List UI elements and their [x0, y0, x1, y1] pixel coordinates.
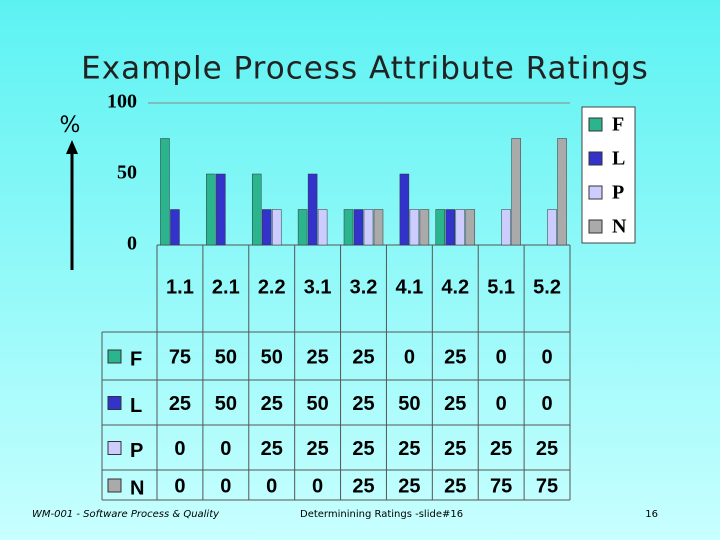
table-value: 50	[398, 393, 420, 415]
row-label: L	[130, 395, 142, 417]
table-value: 0	[266, 475, 277, 497]
table-value: 50	[306, 393, 328, 415]
table-value: 25	[306, 438, 328, 460]
table-value: 25	[261, 438, 283, 460]
table-value: 0	[220, 438, 231, 460]
legend-label: P	[612, 182, 624, 204]
bar	[160, 138, 170, 246]
bar	[261, 209, 272, 246]
x-tick-label: 3.1	[304, 276, 332, 298]
table-value: 0	[174, 438, 185, 460]
x-tick-label: 1.1	[166, 276, 194, 298]
row-swatch	[107, 441, 122, 455]
legend-label: L	[612, 148, 625, 170]
slide-title: Example Process Attribute Ratings	[81, 51, 649, 87]
table-value: 25	[306, 346, 328, 368]
table-value: 0	[496, 346, 507, 368]
table-value: 25	[398, 475, 420, 497]
table-value: 25	[261, 393, 283, 415]
row-swatch	[107, 349, 122, 364]
bar	[409, 209, 420, 246]
table-value: 0	[496, 393, 507, 415]
table-value: 0	[312, 475, 323, 497]
bar	[170, 209, 180, 246]
footer-right: 16	[645, 509, 658, 520]
table-value: 0	[541, 346, 552, 368]
table-value: 25	[169, 393, 191, 415]
x-tick-label: 4.1	[395, 276, 423, 298]
row-swatch	[107, 478, 122, 493]
x-tick-label: 4.2	[441, 276, 469, 298]
legend-swatch	[588, 117, 603, 132]
row-swatch	[107, 396, 122, 410]
table-value: 75	[536, 475, 558, 497]
bar	[317, 209, 328, 246]
legend-label: N	[612, 216, 627, 238]
bar	[206, 173, 216, 246]
table-value: 25	[352, 475, 374, 497]
bar	[455, 209, 466, 246]
table-value: 25	[490, 438, 512, 460]
table-value: 25	[352, 438, 374, 460]
legend-swatch	[588, 219, 603, 234]
bar	[363, 209, 374, 246]
row-label: N	[130, 477, 144, 499]
bar	[297, 209, 308, 246]
y-tick-label: 100	[107, 91, 137, 113]
legend-label: F	[612, 114, 624, 136]
table-value: 0	[174, 475, 185, 497]
bar	[501, 209, 511, 246]
y-tick-label: 50	[117, 162, 137, 184]
bar	[343, 209, 354, 246]
bar	[445, 209, 456, 246]
table-value: 0	[541, 393, 552, 415]
bar	[373, 209, 384, 246]
bar	[353, 209, 364, 246]
table-value: 75	[169, 346, 191, 368]
table-value: 50	[215, 393, 237, 415]
x-tick-label: 3.2	[350, 276, 378, 298]
legend-swatch	[588, 151, 603, 166]
bar	[435, 209, 446, 246]
legend-swatch	[588, 185, 603, 200]
footer-left: WM-001 - Software Process & Quality	[32, 509, 220, 520]
bar	[216, 173, 226, 246]
bar	[251, 173, 262, 246]
table-value: 25	[444, 438, 466, 460]
row-label: F	[130, 348, 142, 370]
table-value: 75	[490, 475, 512, 497]
bar	[271, 209, 282, 246]
table-value: 25	[444, 475, 466, 497]
axis-arrow-head	[66, 140, 78, 154]
x-tick-label: 5.1	[487, 276, 515, 298]
table-value: 0	[220, 475, 231, 497]
table-value: 25	[352, 393, 374, 415]
bar	[399, 173, 410, 246]
bar	[465, 209, 476, 246]
bar	[511, 138, 521, 246]
table-value: 50	[215, 346, 237, 368]
bar	[419, 209, 430, 246]
table-value: 25	[398, 438, 420, 460]
x-tick-label: 2.1	[212, 276, 240, 298]
x-tick-label: 2.2	[258, 276, 286, 298]
table-value: 25	[536, 438, 558, 460]
table-value: 25	[444, 346, 466, 368]
x-tick-label: 5.2	[533, 276, 561, 298]
y-axis-label: %	[60, 113, 81, 138]
table-value: 0	[404, 346, 415, 368]
y-tick-label: 0	[127, 233, 137, 255]
row-label: P	[130, 440, 143, 462]
bar	[557, 138, 567, 246]
bar	[547, 209, 557, 246]
table-value: 50	[261, 346, 283, 368]
footer-center: Determinining Ratings -slide#16	[300, 509, 463, 520]
bar	[307, 173, 318, 246]
table-value: 25	[444, 393, 466, 415]
table-value: 25	[352, 346, 374, 368]
